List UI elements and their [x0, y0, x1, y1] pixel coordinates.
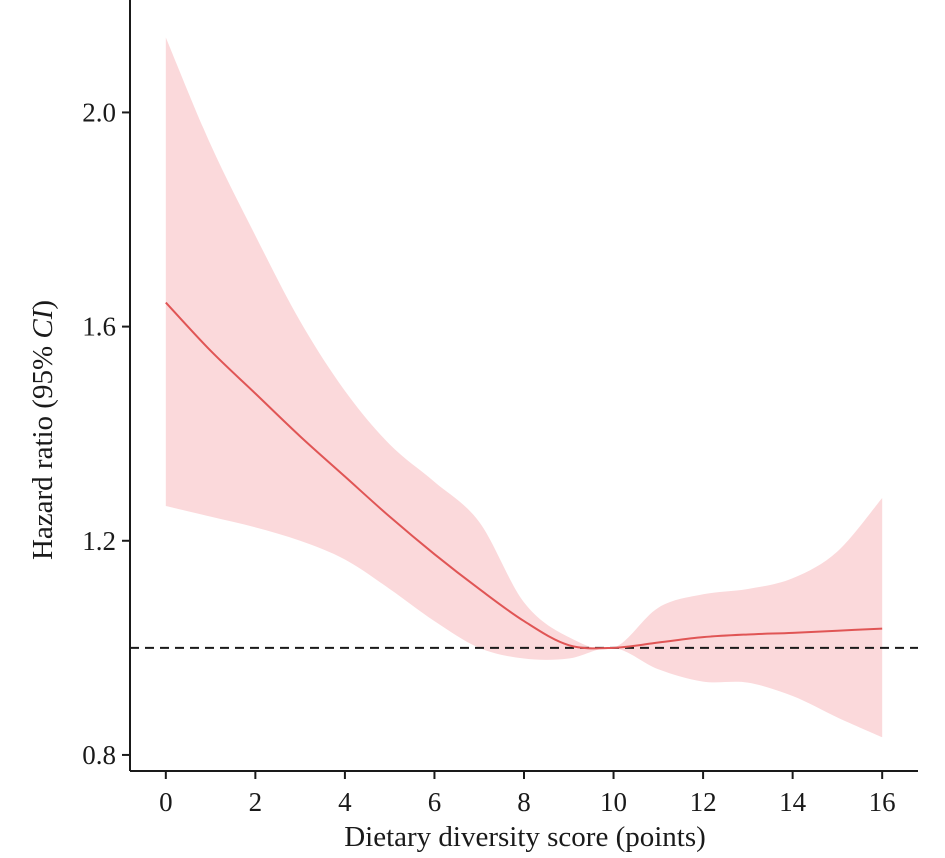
x-tick-label: 0: [159, 787, 173, 817]
x-tick-label: 8: [517, 787, 531, 817]
hazard-ratio-line: [165, 301, 883, 650]
y-tick-label: 1.6: [82, 312, 116, 342]
x-axis-ticks: 0 2 4 6 8 10 12 14 16: [159, 771, 896, 817]
x-axis-title: Dietary diversity score (points): [344, 821, 706, 853]
y-axis-title-suffix: ): [27, 300, 59, 310]
y-tick-label: 1.2: [82, 526, 116, 556]
confidence-band: [165, 37, 883, 738]
y-axis-title-prefix: Hazard ratio (95%: [27, 339, 59, 560]
y-axis-title: Hazard ratio (95% CI): [27, 300, 59, 560]
y-tick-label: 0.8: [82, 740, 116, 770]
x-tick-label: 6: [428, 787, 442, 817]
y-axis-title-italic: CI: [27, 308, 59, 338]
y-axis-ticks: 0.8 1.2 1.6 2.0: [82, 97, 130, 770]
x-tick-label: 4: [338, 787, 352, 817]
x-tick-label: 14: [779, 787, 807, 817]
y-tick-label: 2.0: [82, 97, 116, 127]
x-tick-label: 16: [869, 787, 896, 817]
x-tick-label: 10: [600, 787, 627, 817]
x-tick-label: 2: [249, 787, 263, 817]
x-tick-label: 12: [690, 787, 717, 817]
